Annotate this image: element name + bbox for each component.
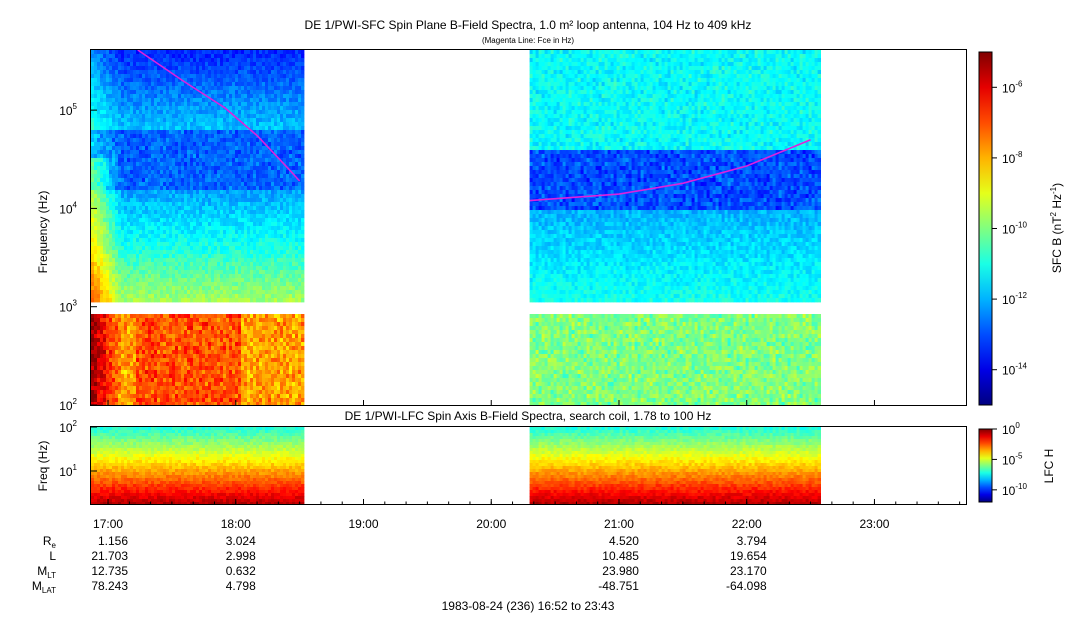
lfc-panel-title: DE 1/PWI-LFC Spin Axis B-Field Spectra, …: [345, 409, 712, 423]
y-tick-label: 101: [59, 463, 77, 479]
ephemeris-value: -48.751: [598, 579, 639, 593]
sfc-panel-title: DE 1/PWI-SFC Spin Plane B-Field Spectra,…: [305, 18, 752, 32]
x-tick-label: 18:00: [221, 517, 251, 531]
lfc-y-axis-label: Freq (Hz): [36, 441, 50, 492]
sfc-y-axis-label: Frequency (Hz): [36, 191, 50, 274]
ephemeris-value: 10.485: [602, 549, 639, 563]
ephemeris-value: 0.632: [226, 564, 256, 578]
colorbar-tick-label: 10-10: [1002, 221, 1027, 237]
x-tick-label: 20:00: [476, 517, 506, 531]
sfc-panel-subtitle: (Magenta Line: Fce in Hz): [482, 36, 574, 45]
sfc-spectrogram: [91, 50, 821, 406]
colorbar-tick-label: 10-14: [1002, 362, 1027, 378]
ephemeris-value: 78.243: [91, 579, 128, 593]
x-tick-label: 23:00: [859, 517, 889, 531]
ephemeris-value: 12.735: [91, 564, 128, 578]
ephemeris-value: 23.980: [602, 564, 639, 578]
sfc-colorbar: [979, 52, 992, 405]
colorbar-tick-label: 100: [1002, 421, 1020, 437]
ephemeris-value: 23.170: [730, 564, 767, 578]
ephemeris-value: 21.703: [91, 549, 128, 563]
ephemeris-label: MLAT: [32, 579, 56, 595]
colorbar-tick-label: 10-8: [1002, 150, 1023, 166]
y-tick-label: 102: [59, 397, 77, 413]
colorbar-tick-label: 10-12: [1002, 291, 1027, 307]
x-tick-label: 22:00: [732, 517, 762, 531]
lfc-spectrogram: [91, 427, 821, 505]
x-tick-label: 21:00: [604, 517, 634, 531]
ephemeris-table: Re 1.156 3.024 4.520 3.794 L 21.703 2.998 10.485…: [32, 534, 767, 595]
y-tick-label: 102: [59, 419, 77, 435]
x-tick-label: 19:00: [348, 517, 378, 531]
ephemeris-label: L: [49, 549, 56, 563]
ephemeris-value: 19.654: [730, 549, 767, 563]
y-tick-label: 105: [59, 102, 77, 118]
y-tick-label: 104: [59, 200, 77, 216]
lfc-colorbar-ticks: 100 10-5 10-10: [992, 421, 1027, 498]
ephemeris-value: 1.156: [98, 534, 128, 548]
sfc-colorbar-label: SFC B (nT2 Hz-1): [1049, 183, 1064, 273]
ephemeris-value: 4.520: [609, 534, 639, 548]
ephemeris-value: 4.798: [226, 579, 256, 593]
lfc-colorbar-label: LFC H: [1042, 449, 1056, 484]
ephemeris-value: 2.998: [226, 549, 256, 563]
ephemeris-label: Re: [43, 534, 57, 550]
ephemeris-value: 3.024: [226, 534, 256, 548]
ephemeris-label: MLT: [37, 564, 56, 580]
y-tick-label: 103: [59, 299, 77, 315]
ephemeris-value: 3.794: [737, 534, 767, 548]
sfc-colorbar-ticks: 10-6 10-8 10-10 10-12 10-14: [992, 79, 1027, 377]
colorbar-tick-label: 10-5: [1002, 451, 1023, 467]
ephemeris-value: -64.098: [726, 579, 767, 593]
time-range-footer: 1983-08-24 (236) 16:52 to 23:43: [442, 599, 615, 613]
x-tick-label: 17:00: [93, 517, 123, 531]
colorbar-tick-label: 10-10: [1002, 482, 1027, 498]
colorbar-tick-label: 10-6: [1002, 79, 1023, 95]
lfc-colorbar: [979, 429, 992, 502]
